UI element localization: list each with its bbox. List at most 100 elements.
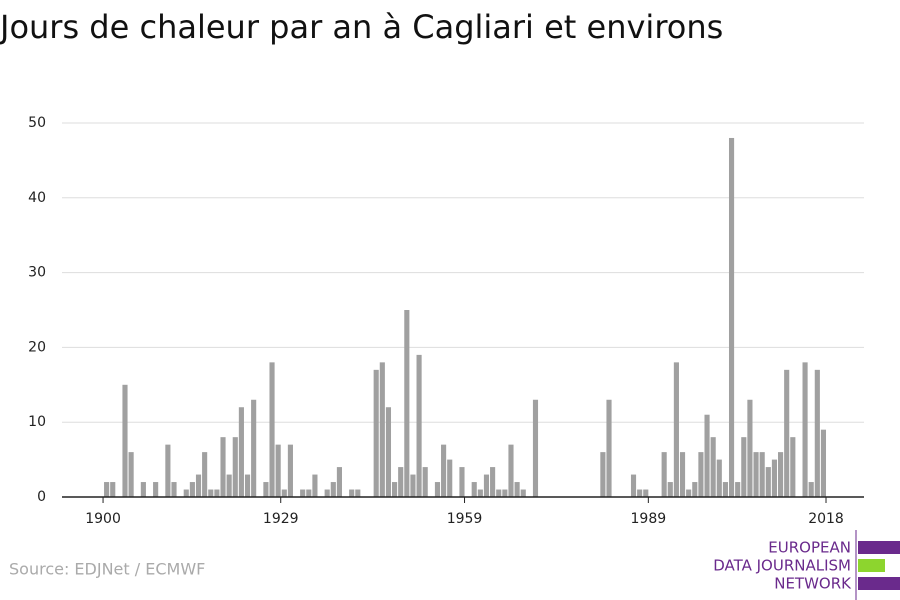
bar: [679, 452, 686, 497]
bar: [104, 482, 110, 497]
bar: [777, 452, 784, 497]
bar: [281, 489, 287, 497]
bar: [747, 399, 753, 497]
bar: [477, 489, 483, 497]
bar: [637, 489, 643, 497]
logo-text: DATA JOURNALISM: [713, 557, 851, 575]
bar: [447, 459, 453, 497]
bar: [263, 482, 269, 497]
bar: [226, 474, 232, 497]
y-tick-label: 40: [28, 190, 46, 206]
x-tick-label: 1959: [447, 511, 483, 527]
bar: [238, 407, 244, 497]
y-tick-label: 0: [37, 489, 46, 505]
bar: [208, 489, 214, 497]
bar: [673, 362, 679, 497]
bar: [661, 452, 667, 497]
bar: [765, 467, 771, 497]
bar: [398, 467, 404, 497]
bar: [459, 467, 465, 497]
bar: [490, 467, 496, 497]
bar: [630, 474, 637, 497]
bar: [716, 459, 722, 497]
bar: [122, 384, 128, 497]
bar: [802, 362, 808, 497]
bar: [306, 489, 312, 497]
x-tick-label: 2018: [808, 511, 844, 527]
bar: [502, 489, 508, 497]
logo-bar: [858, 541, 900, 554]
bar: [667, 482, 673, 497]
bar: [704, 414, 710, 497]
bar: [128, 452, 134, 497]
bar: [404, 310, 410, 497]
logo-bar: [858, 577, 900, 590]
bar: [202, 452, 208, 497]
logo-bar: [858, 559, 885, 572]
bar: [140, 482, 146, 497]
bar: [784, 369, 790, 497]
bar: [336, 467, 342, 497]
bar: [741, 437, 747, 497]
bar: [722, 482, 728, 497]
bar: [790, 437, 796, 497]
bar: [244, 474, 251, 497]
bar: [300, 489, 306, 497]
bar: [275, 444, 281, 497]
bar: [514, 482, 520, 497]
bar: [422, 467, 428, 497]
y-tick-label: 20: [28, 339, 46, 355]
y-tick-label: 10: [28, 414, 46, 430]
bar: [434, 482, 441, 497]
bar: [735, 482, 741, 497]
bar: [410, 474, 416, 497]
logo-text: NETWORK: [774, 575, 852, 593]
bar: [698, 452, 704, 497]
bar: [189, 482, 195, 497]
bar: [349, 489, 355, 497]
bar: [496, 489, 502, 497]
bar: [728, 137, 735, 497]
bar: [820, 429, 827, 497]
x-tick-label: 1989: [631, 511, 667, 527]
bar: [355, 489, 361, 497]
bar: [171, 482, 177, 497]
bar: [643, 489, 649, 497]
bar: [153, 482, 159, 497]
bar: [373, 369, 379, 497]
bar: [483, 474, 490, 497]
y-tick-label: 50: [28, 115, 46, 131]
bar: [814, 369, 820, 497]
bar: [324, 489, 330, 497]
bar: [165, 444, 171, 497]
bar: [312, 474, 318, 497]
source: Source: EDJNet / ECMWF: [9, 560, 205, 579]
bar: [330, 482, 336, 497]
bar: [232, 437, 238, 497]
bar: [379, 362, 385, 497]
bar: [269, 362, 275, 497]
bar: [771, 459, 777, 497]
bar: [416, 354, 422, 497]
bar: [759, 452, 765, 497]
y-tick-label: 30: [28, 265, 46, 281]
bar: [600, 452, 606, 497]
bar: [710, 437, 716, 497]
bar: [520, 489, 526, 497]
bar: [441, 444, 447, 497]
bar: [287, 444, 293, 497]
bar: [606, 399, 612, 497]
bar: [110, 482, 116, 497]
bar: [508, 444, 514, 497]
bar: [251, 399, 257, 497]
bar: [692, 482, 698, 497]
bar: [392, 482, 398, 497]
bar: [686, 489, 692, 497]
bar: [183, 489, 189, 497]
x-tick-label: 1900: [85, 511, 121, 527]
bar: [808, 482, 814, 497]
x-tick-label: 1929: [263, 511, 299, 527]
bar: [214, 489, 220, 497]
bar: [753, 452, 759, 497]
